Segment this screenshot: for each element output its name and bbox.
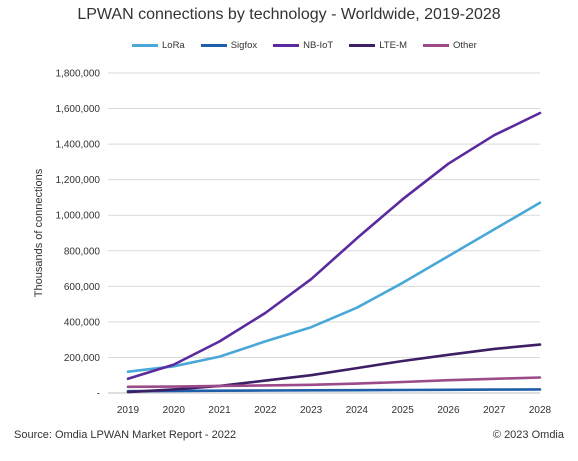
legend-item: NB-IoT (273, 40, 333, 51)
y-tick-label: 1,400,000 (56, 140, 101, 151)
legend-label: LoRa (162, 40, 185, 51)
y-tick-label: 1,800,000 (56, 69, 101, 80)
x-tick-label: 2027 (483, 405, 506, 416)
series-line-lora (126, 201, 542, 374)
line-chart: - 200,000 400,000 600,000 800,000 1,000,000 1,… (33, 69, 552, 417)
chart-legend: LoRa Sigfox NB-IoT LTE-M Other (132, 40, 493, 51)
y-tick-label: 800,000 (64, 246, 101, 257)
source-note: Source: Omdia LPWAN Market Report - 2022 (14, 429, 237, 441)
x-tick-label: 2019 (117, 405, 140, 416)
legend-label: Sigfox (230, 40, 258, 51)
legend-item: LTE-M (349, 40, 407, 51)
y-tick-label: 1,600,000 (56, 104, 101, 115)
y-tick-label: 1,000,000 (56, 211, 101, 222)
legend-label: NB-IoT (303, 40, 334, 51)
copyright-note: © 2023 Omdia (492, 429, 564, 441)
y-tick-label: 1,200,000 (56, 175, 101, 186)
chart-title: LPWAN connections by technology - Worldw… (77, 6, 501, 23)
legend-item: Other (423, 40, 477, 51)
series-line-other (126, 376, 542, 389)
x-tick-label: 2021 (208, 405, 231, 416)
x-tick-label: 2025 (392, 405, 415, 416)
legend-item: Sigfox (200, 40, 258, 51)
legend-swatch (200, 44, 227, 47)
x-tick-label: 2028 (529, 405, 552, 416)
legend-swatch (349, 44, 376, 47)
y-tick-label: 200,000 (64, 353, 101, 364)
x-tick-label: 2024 (346, 405, 369, 416)
legend-label: Other (453, 40, 477, 51)
x-tick-label: 2022 (254, 405, 277, 416)
x-tick-label: 2023 (300, 405, 323, 416)
legend-item: LoRa (132, 40, 185, 51)
legend-swatch (132, 44, 158, 47)
y-tick-label: 400,000 (64, 317, 101, 328)
y-axis-title: Thousands of connections (33, 168, 45, 297)
legend-swatch (273, 44, 300, 47)
series-line-nb-iot (126, 111, 542, 381)
legend-label: LTE-M (379, 40, 408, 51)
legend-swatch (423, 44, 450, 47)
y-tick-label: 600,000 (64, 282, 101, 293)
x-tick-label: 2026 (437, 405, 460, 416)
x-tick-label: 2020 (163, 405, 186, 416)
y-tick-label: - (97, 389, 100, 400)
series-line-sigfox (126, 388, 542, 393)
series-line-lte-m (126, 343, 542, 394)
